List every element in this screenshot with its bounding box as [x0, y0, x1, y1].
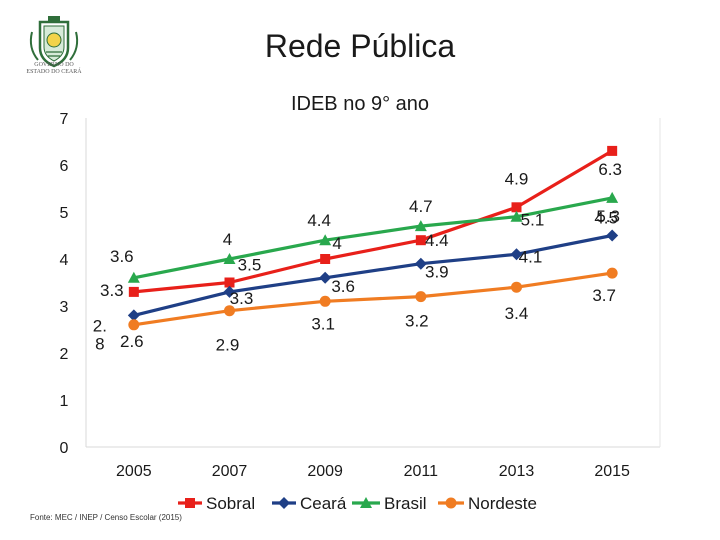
y-tick-label: 0	[60, 440, 69, 457]
ceara-data-label: 4.5	[594, 209, 618, 228]
sobral-data-label: 3.5	[238, 256, 262, 275]
ceara-data-point	[510, 248, 523, 261]
sobral-data-point	[415, 235, 426, 246]
ceara-data-label: 3.6	[331, 277, 355, 296]
brasil-data-point	[223, 253, 236, 264]
chart-title: IDEB no 9° ano	[291, 93, 429, 115]
brasil-data-point	[414, 220, 427, 232]
sobral-data-point	[607, 145, 618, 156]
y-tick-label: 2	[60, 346, 69, 363]
ceara-data-label: 3.9	[425, 263, 449, 282]
y-tick-label: 3	[60, 299, 69, 316]
sobral-data-label: 3.3	[100, 281, 124, 300]
x-tick-label: 2007	[212, 463, 248, 480]
brasil-series-line	[133, 196, 613, 280]
nordeste-data-label: 3.2	[405, 312, 429, 331]
logo-caption: GOVERNO DO ESTADO DO CEARÁ	[26, 62, 82, 75]
ceara-legend-marker	[278, 497, 290, 509]
brasil-legend-label: Brasil	[384, 494, 427, 513]
nordeste-data-point	[415, 291, 427, 303]
ceara-legend-label: Ceará	[300, 494, 347, 513]
ceara-data-label: 8	[95, 334, 104, 353]
brasil-data-point	[319, 234, 332, 246]
ceara-data-label: 2.	[93, 316, 107, 335]
nordeste-data-point	[319, 295, 331, 307]
brasil-data-label: 4.4	[307, 211, 331, 230]
nordeste-legend-marker	[445, 497, 457, 509]
ceara-data-point	[127, 309, 140, 322]
sobral-legend-marker	[185, 498, 195, 508]
ceara-data-point	[223, 285, 236, 298]
ceara-data-point	[606, 229, 619, 242]
x-tick-label: 2009	[307, 463, 343, 480]
brasil-data-label: 3.6	[110, 247, 134, 266]
brasil-data-point	[606, 191, 619, 203]
y-tick-label: 6	[60, 158, 69, 175]
brasil-data-label: 4.7	[409, 197, 433, 216]
nordeste-legend-label: Nordeste	[468, 494, 537, 513]
sobral-legend-label: Sobral	[206, 494, 255, 513]
sobral-data-label: 4	[332, 234, 341, 253]
nordeste-data-label: 3.1	[311, 314, 335, 333]
nordeste-data-point	[511, 281, 522, 293]
nordeste-data-label: 3.7	[592, 286, 616, 305]
nordeste-data-label: 3.4	[505, 304, 529, 323]
ceara-government-logo	[22, 14, 86, 78]
nordeste-data-point	[224, 305, 235, 317]
sobral-data-point	[224, 277, 235, 288]
ceara-data-point	[319, 271, 332, 284]
brasil-data-point	[510, 210, 523, 222]
ceara-data-point	[414, 257, 427, 270]
x-tick-label: 2005	[116, 463, 152, 480]
nordeste-series-line	[133, 271, 613, 327]
nordeste-data-point	[606, 267, 618, 279]
ceara-data-label: 4.1	[519, 247, 543, 266]
brasil-legend-marker	[360, 497, 372, 508]
y-tick-label: 7	[60, 111, 69, 128]
nordeste-data-label: 2.6	[120, 332, 144, 351]
sobral-data-label: 6.3	[598, 160, 622, 179]
brasil-data-label: 5.3	[596, 207, 620, 226]
sobral-data-point	[511, 202, 522, 213]
sobral-data-label: 4.4	[425, 231, 449, 250]
nordeste-data-label: 2.9	[216, 336, 240, 355]
brasil-data-label: 4	[223, 230, 232, 249]
slide-title: Rede Pública	[264, 28, 456, 64]
ceara-data-label: 3.3	[230, 289, 254, 308]
sobral-data-point	[320, 254, 331, 264]
y-tick-label: 1	[60, 393, 69, 410]
sobral-series-line	[133, 149, 613, 294]
nordeste-data-point	[128, 319, 140, 331]
x-tick-label: 2013	[499, 463, 535, 480]
coat-of-arms-icon	[29, 16, 79, 68]
y-tick-label: 5	[60, 205, 69, 222]
ceara-series-line	[133, 233, 613, 317]
sobral-data-label: 5.1	[521, 210, 545, 229]
source-note: Fonte: MEC / INEP / Censo Escolar (2015)	[30, 513, 182, 522]
y-tick-label: 4	[60, 252, 69, 269]
sobral-data-point	[128, 286, 139, 297]
brasil-data-point	[127, 271, 140, 283]
x-tick-label: 2011	[404, 463, 439, 480]
x-tick-label: 2015	[594, 463, 630, 480]
brasil-data-label: 4.9	[505, 170, 529, 189]
